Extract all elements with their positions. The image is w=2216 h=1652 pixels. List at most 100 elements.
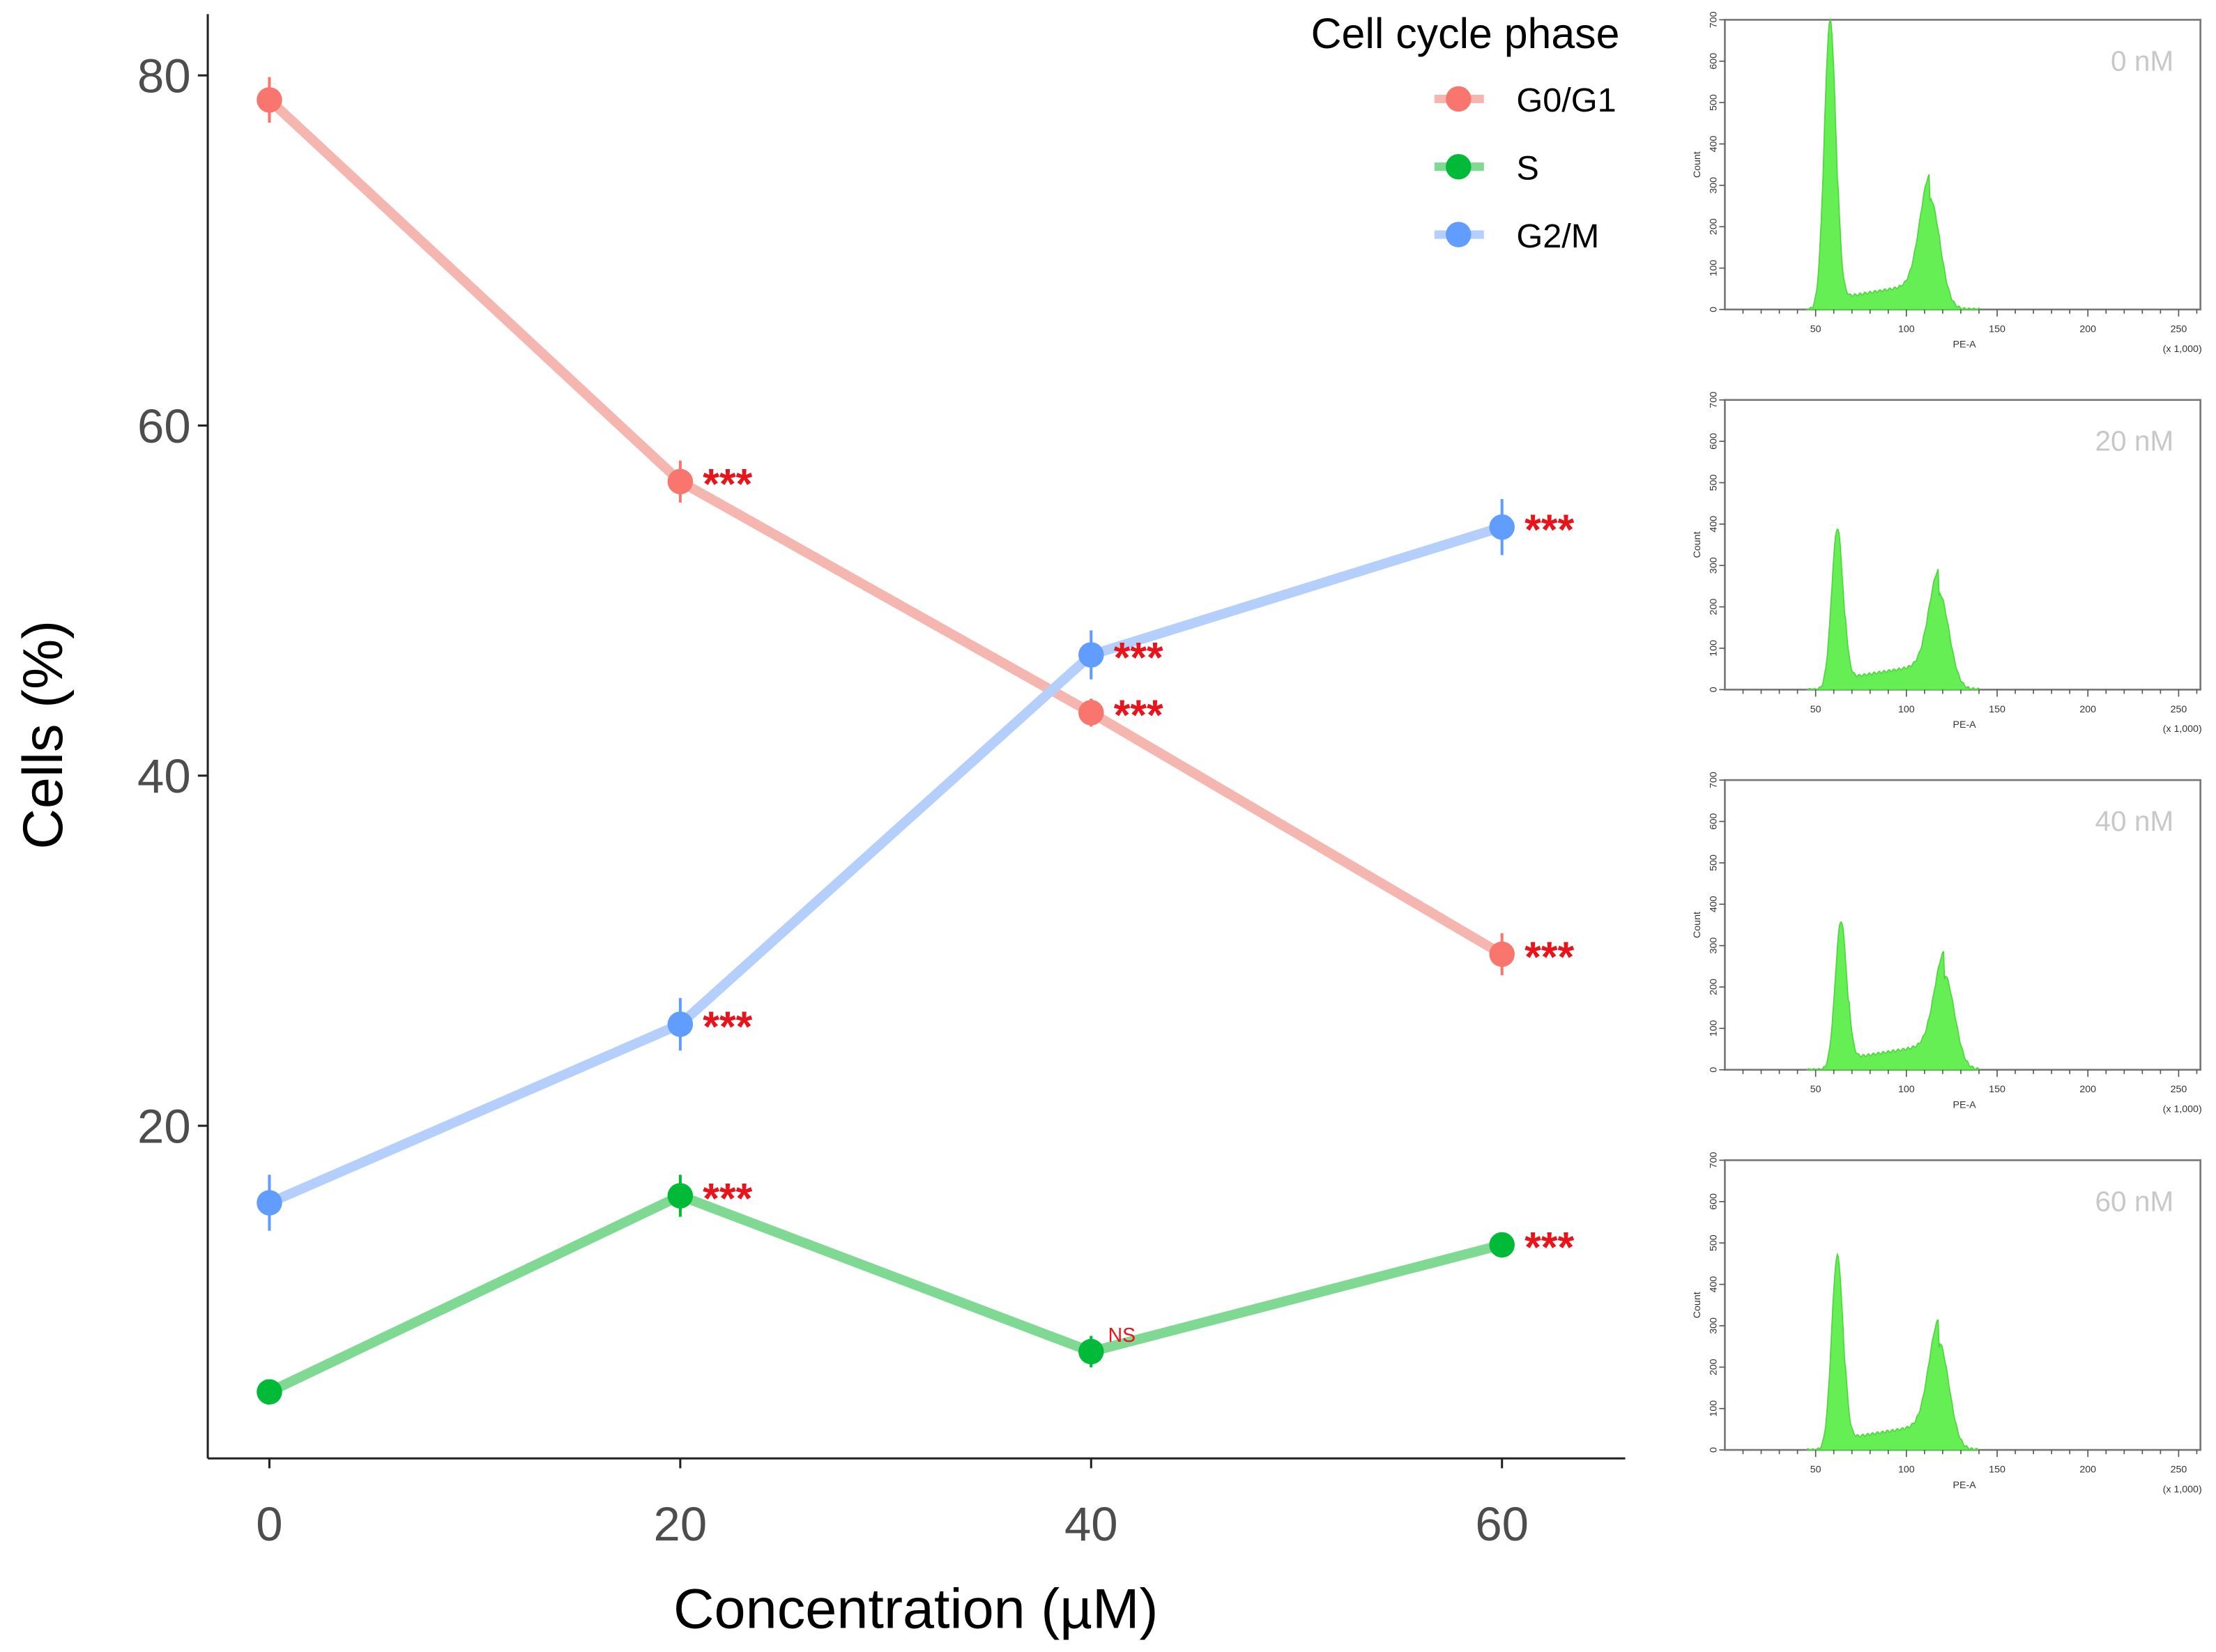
histogram-x-label: PE-A [1953, 1099, 1977, 1110]
data-point-g0-g1 [257, 87, 282, 113]
histogram-panel: 0 100 200 300 400 500 600 700 50 100 150 200 250 PE-A… [1692, 1152, 2202, 1495]
histogram-x-label: PE-A [1953, 339, 1977, 351]
histogram-panel: 0 100 200 300 400 500 600 700 50 100 150 200 250 PE-A… [1692, 772, 2202, 1115]
histogram-y-label: Count [1692, 1292, 1703, 1318]
data-point-s [667, 1183, 694, 1209]
histogram-x-tick-label: 250 [2171, 1464, 2187, 1476]
histogram-x-tick-label: 200 [2079, 1464, 2096, 1476]
histogram-y-tick-label: 700 [1708, 11, 1719, 28]
significance-label: *** [1114, 691, 1163, 739]
y-tick-label: 20 [137, 1099, 191, 1153]
histogram-x-tick-label: 100 [1898, 1084, 1915, 1095]
histogram-x-tick-label: 50 [1810, 323, 1821, 335]
y-tick-label: 40 [137, 749, 191, 803]
histogram-y-tick-label: 600 [1708, 813, 1719, 830]
histogram-x-tick-label: 250 [2171, 1084, 2187, 1095]
concentration-label: 60 nM [2095, 1185, 2173, 1217]
histogram-x-tick-label: 100 [1898, 704, 1915, 715]
histogram-frame [1724, 19, 2201, 311]
histogram-y-tick-label: 500 [1708, 1234, 1719, 1251]
legend-title: Cell cycle phase [1311, 10, 1620, 57]
y-tick-label: 80 [137, 49, 191, 103]
histogram-x-tick-label: 150 [1989, 323, 2005, 335]
histogram-y-tick-label: 700 [1708, 772, 1719, 788]
data-point-g2-m [667, 1011, 694, 1037]
histogram-y-tick-label: 300 [1708, 177, 1719, 194]
x-tick-label: 0 [256, 1497, 282, 1551]
legend-marker [1446, 153, 1472, 180]
series-line-g0-g1 [266, 96, 1505, 959]
legend-item-g0-g1: G0/G1 [1434, 82, 1617, 119]
legend-item-s: S [1434, 149, 1539, 187]
x-tick-label: 60 [1475, 1497, 1529, 1551]
data-point-s [1078, 1338, 1104, 1365]
histogram-y-tick-label: 200 [1708, 1359, 1719, 1375]
histogram-area [1806, 528, 1980, 691]
histogram-y-tick-label: 400 [1708, 516, 1719, 533]
histogram-area [1805, 17, 1980, 310]
histogram-frame [1724, 399, 2201, 691]
histogram-y-tick-label: 200 [1708, 218, 1719, 235]
histogram-y-tick-label: 100 [1708, 1020, 1719, 1037]
y-tick-label: 60 [137, 399, 191, 453]
legend: Cell cycle phase G0/G1 S G2/M [1311, 10, 1620, 255]
legend-label: S [1516, 149, 1538, 187]
data-point-g2-m [1489, 514, 1515, 540]
significance-label: *** [703, 460, 752, 507]
histogram-x-unit: (x 1,000) [2163, 1484, 2202, 1495]
histogram-y-tick-label: 500 [1708, 475, 1719, 491]
histogram-x-tick-label: 50 [1810, 1084, 1821, 1095]
histogram-x-tick-label: 100 [1898, 323, 1915, 335]
histogram-y-tick-label: 500 [1708, 94, 1719, 111]
histogram-y-tick-label: 100 [1708, 640, 1719, 657]
histogram-x-unit: (x 1,000) [2163, 344, 2202, 355]
concentration-label: 20 nM [2095, 425, 2173, 457]
histogram-y-tick-label: 100 [1708, 1400, 1719, 1417]
histogram-y-tick-label: 700 [1708, 392, 1719, 408]
series-line-s [267, 1191, 1504, 1397]
histogram-x-tick-label: 250 [2171, 323, 2187, 335]
significance-label: *** [1525, 1223, 1574, 1271]
histogram-y-tick-label: 400 [1708, 136, 1719, 153]
histogram-y-tick-label: 200 [1708, 599, 1719, 615]
legend-marker [1446, 222, 1472, 247]
histogram-y-tick-label: 700 [1708, 1152, 1719, 1169]
histogram-y-tick-label: 300 [1708, 1317, 1719, 1334]
histogram-x-label: PE-A [1953, 719, 1977, 731]
legend-marker [1446, 86, 1472, 112]
data-point-g0-g1 [1489, 941, 1515, 968]
histogram-x-tick-label: 150 [1989, 1464, 2005, 1476]
histogram-y-tick-label: 600 [1708, 433, 1719, 450]
data-point-s [257, 1379, 282, 1405]
histogram-y-tick-label: 500 [1708, 855, 1719, 871]
histogram-area [1806, 921, 1980, 1071]
legend-label: G2/M [1516, 217, 1599, 255]
histogram-y-tick-label: 600 [1708, 1193, 1719, 1210]
histogram-y-tick-label: 0 [1708, 307, 1719, 312]
histogram-y-tick-label: 200 [1708, 979, 1719, 995]
histogram-x-tick-label: 200 [2079, 323, 2096, 335]
significance-label: *** [1525, 505, 1574, 553]
histogram-y-tick-label: 0 [1708, 687, 1719, 692]
histogram-y-tick-label: 600 [1708, 53, 1719, 70]
legend-item-g2-m: G2/M [1434, 217, 1599, 255]
significance-label: *** [1525, 933, 1574, 980]
series-line-g2-m [267, 522, 1504, 1208]
line-chart: 20 40 60 80 0 20 40 60 *** *** *** *** NS *** *** ***… [12, 10, 1626, 1641]
data-point-g0-g1 [1078, 700, 1104, 726]
histogram-y-label: Count [1692, 151, 1703, 178]
histogram-panel: 0 100 200 300 400 500 600 700 50 100 150 200 250 PE-A… [1692, 392, 2202, 735]
data-point-g2-m [1078, 642, 1104, 668]
x-axis-label: Concentration (µM) [673, 1578, 1159, 1641]
histogram-y-tick-label: 300 [1708, 938, 1719, 954]
histogram-x-tick-label: 150 [1989, 704, 2005, 715]
significance-label: NS [1108, 1324, 1136, 1347]
histogram-x-tick-label: 100 [1898, 1464, 1915, 1476]
histogram-x-tick-label: 50 [1810, 704, 1821, 715]
histogram-y-tick-label: 100 [1708, 260, 1719, 277]
histogram-y-tick-label: 300 [1708, 557, 1719, 574]
histogram-y-tick-label: 400 [1708, 896, 1719, 912]
histogram-x-tick-label: 200 [2079, 1084, 2096, 1095]
